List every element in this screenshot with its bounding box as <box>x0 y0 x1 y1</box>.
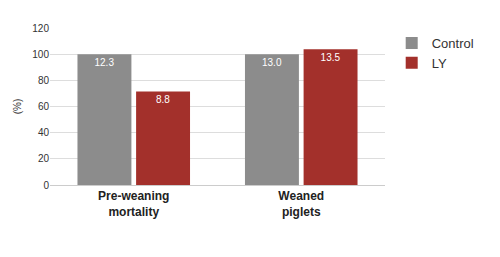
svg-text:120: 120 <box>32 23 49 34</box>
svg-text:13.5: 13.5 <box>321 52 341 63</box>
svg-text:100: 100 <box>32 49 49 60</box>
svg-text:13.0: 13.0 <box>262 57 282 68</box>
svg-text:(%): (%) <box>12 99 23 115</box>
svg-text:60: 60 <box>38 101 50 112</box>
svg-text:Control: Control <box>432 36 474 51</box>
svg-text:Weanedpiglets: Weanedpiglets <box>278 189 324 219</box>
svg-text:LY: LY <box>432 56 447 71</box>
svg-text:80: 80 <box>38 75 50 86</box>
svg-text:8.8: 8.8 <box>156 94 170 105</box>
svg-text:0: 0 <box>43 180 49 191</box>
svg-text:Pre-weaningmortality: Pre-weaningmortality <box>98 189 169 219</box>
svg-text:20: 20 <box>38 153 50 164</box>
svg-text:40: 40 <box>38 127 50 138</box>
svg-text:12.3: 12.3 <box>94 57 114 68</box>
